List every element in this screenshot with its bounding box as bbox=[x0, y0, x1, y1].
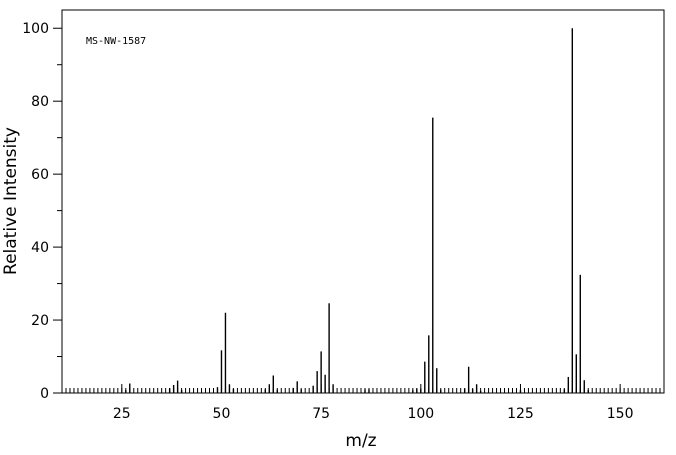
x-axis-label: m/z bbox=[345, 431, 376, 451]
spectrum-id: MS-NW-1587 bbox=[86, 36, 146, 47]
x-minor-ticks bbox=[61, 388, 665, 393]
y-tick-label: 100 bbox=[22, 21, 49, 37]
x-tick-label: 125 bbox=[507, 406, 534, 422]
x-tick-label: 150 bbox=[607, 406, 634, 422]
x-tick-label: 50 bbox=[213, 406, 231, 422]
y-tick-label: 60 bbox=[31, 167, 49, 183]
y-tick-label: 20 bbox=[31, 313, 49, 329]
peak-bars bbox=[125, 28, 589, 393]
x-tick-label: 75 bbox=[312, 406, 330, 422]
x-tick-label: 100 bbox=[407, 406, 434, 422]
y-ticks: 0 20 40 60 80 100 bbox=[22, 21, 62, 402]
x-major-ticks: 25 50 75 100 125 150 bbox=[113, 384, 634, 422]
x-tick-label: 25 bbox=[113, 406, 131, 422]
y-tick-label: 80 bbox=[31, 94, 49, 110]
plot-frame bbox=[61, 9, 665, 394]
y-tick-label: 40 bbox=[31, 240, 49, 256]
y-axis-label: Relative Intensity bbox=[1, 127, 21, 275]
y-tick-label: 0 bbox=[40, 386, 49, 402]
